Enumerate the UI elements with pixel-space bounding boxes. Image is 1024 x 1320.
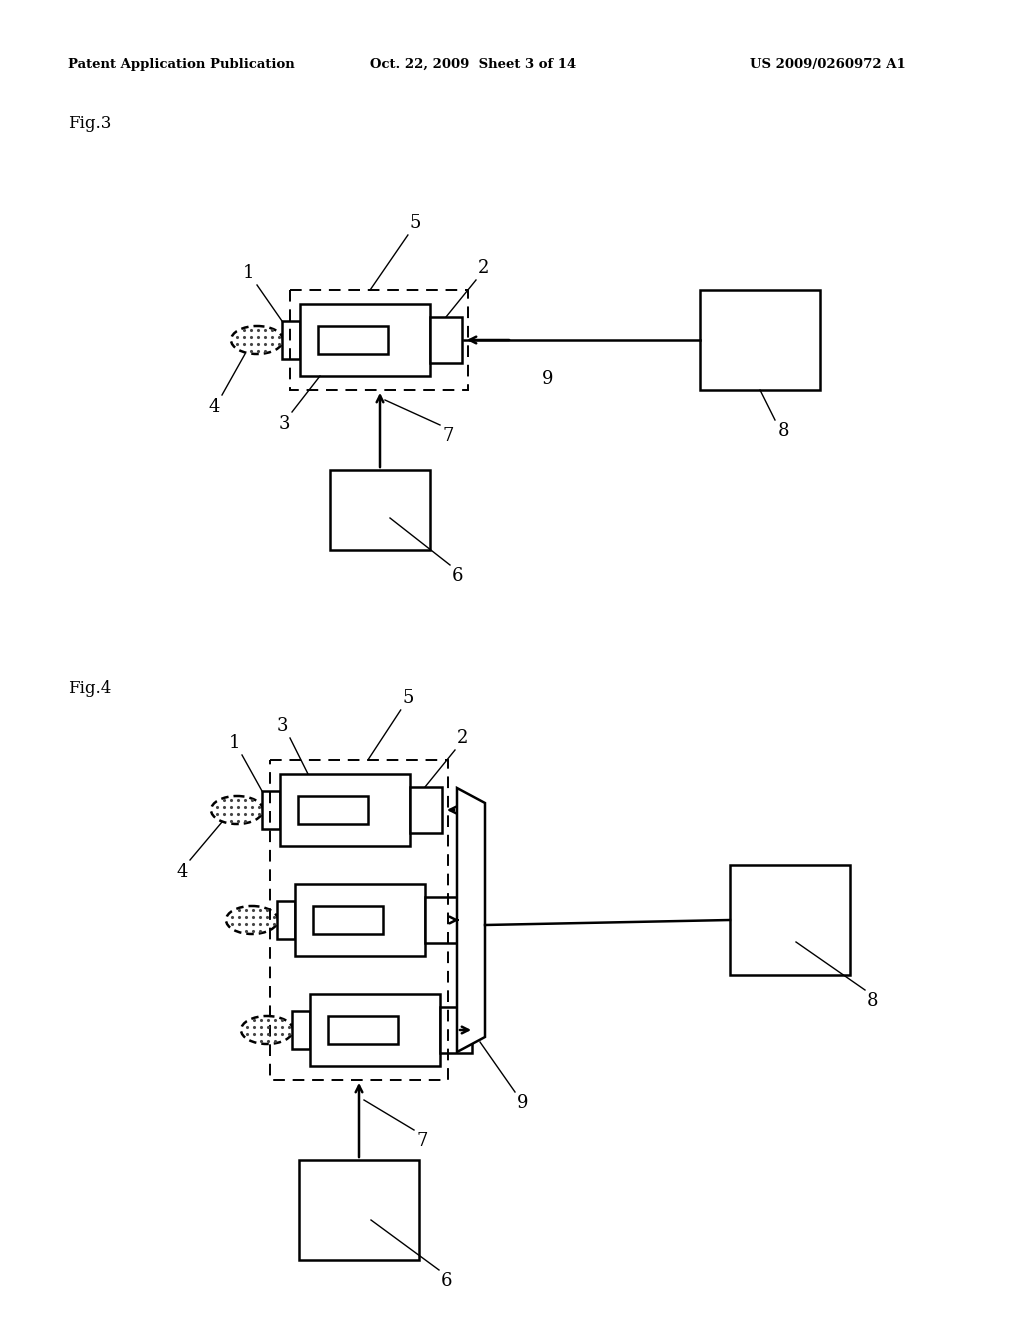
- Text: 8: 8: [778, 422, 790, 440]
- Polygon shape: [440, 1007, 472, 1053]
- Text: US 2009/0260972 A1: US 2009/0260972 A1: [750, 58, 906, 71]
- Text: 9: 9: [542, 370, 554, 388]
- Text: 5: 5: [410, 214, 421, 232]
- Text: 3: 3: [276, 717, 288, 735]
- Text: 2: 2: [478, 259, 489, 277]
- Text: 8: 8: [867, 993, 879, 1010]
- Text: Fig.3: Fig.3: [68, 115, 112, 132]
- Polygon shape: [330, 470, 430, 550]
- Polygon shape: [430, 317, 462, 363]
- Polygon shape: [280, 774, 410, 846]
- Polygon shape: [295, 884, 425, 956]
- Polygon shape: [310, 994, 440, 1067]
- Polygon shape: [278, 902, 295, 939]
- Text: Patent Application Publication: Patent Application Publication: [68, 58, 295, 71]
- Text: 4: 4: [209, 399, 220, 416]
- Polygon shape: [730, 865, 850, 975]
- Text: 6: 6: [452, 568, 464, 585]
- Polygon shape: [410, 787, 442, 833]
- Polygon shape: [282, 321, 300, 359]
- Polygon shape: [262, 791, 280, 829]
- Text: Oct. 22, 2009  Sheet 3 of 14: Oct. 22, 2009 Sheet 3 of 14: [370, 58, 577, 71]
- Polygon shape: [299, 1160, 419, 1261]
- Text: 7: 7: [442, 426, 454, 445]
- Text: 4: 4: [176, 863, 188, 880]
- Text: Fig.4: Fig.4: [68, 680, 112, 697]
- Ellipse shape: [211, 796, 263, 824]
- Polygon shape: [318, 326, 388, 354]
- Text: 5: 5: [402, 689, 414, 708]
- Ellipse shape: [241, 1016, 293, 1044]
- Text: 1: 1: [243, 264, 254, 282]
- Text: 6: 6: [441, 1272, 453, 1290]
- Polygon shape: [298, 796, 368, 824]
- Ellipse shape: [226, 906, 278, 935]
- Text: 1: 1: [228, 734, 240, 752]
- Polygon shape: [313, 906, 383, 935]
- Polygon shape: [328, 1016, 398, 1044]
- Ellipse shape: [231, 326, 283, 354]
- Polygon shape: [292, 1011, 310, 1049]
- Polygon shape: [700, 290, 820, 389]
- Polygon shape: [457, 788, 485, 1052]
- Text: 3: 3: [279, 414, 290, 433]
- Text: 9: 9: [517, 1094, 528, 1111]
- Text: 2: 2: [457, 729, 468, 747]
- Text: 7: 7: [416, 1133, 427, 1150]
- Polygon shape: [425, 898, 457, 942]
- Polygon shape: [300, 304, 430, 376]
